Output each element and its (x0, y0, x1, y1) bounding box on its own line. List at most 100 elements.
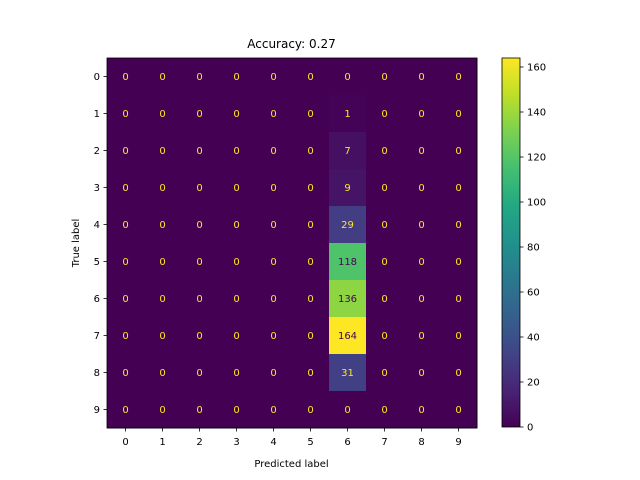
heatmap-cell (329, 169, 367, 207)
x-tick-label: 3 (233, 437, 239, 448)
cell-value-label: 0 (307, 405, 313, 416)
heatmap-cell (107, 280, 145, 318)
cell-value-label: 0 (159, 183, 165, 194)
cell-value-label: 0 (455, 368, 461, 379)
cell-value-label: 0 (270, 368, 276, 379)
cell-value-label: 164 (338, 331, 357, 342)
heatmap-cell (255, 317, 293, 355)
y-tick-label: 7 (94, 331, 100, 342)
cell-value-label: 0 (196, 405, 202, 416)
heatmap-cell (107, 132, 145, 170)
cell-value-label: 0 (159, 331, 165, 342)
cell-value-label: 0 (159, 368, 165, 379)
heatmap-cell (366, 132, 404, 170)
heatmap-cell (107, 243, 145, 281)
cell-value-label: 0 (196, 109, 202, 120)
cell-value-label: 136 (338, 294, 357, 305)
heatmap-cell (440, 391, 478, 429)
cell-value-label: 0 (122, 72, 128, 83)
cell-value-label: 0 (418, 257, 424, 268)
colorbar: 0 20 40 60 80 100 120 140 160 (501, 57, 546, 434)
heatmap-cell (403, 95, 441, 133)
cell-value-label: 0 (122, 109, 128, 120)
cell-value-label: 0 (307, 183, 313, 194)
heatmap-cell (366, 206, 404, 244)
cell-value-label: 0 (307, 368, 313, 379)
cell-value-label: 0 (418, 146, 424, 157)
heatmap-cell (292, 58, 330, 96)
x-tick-label: 2 (196, 437, 202, 448)
heatmap-cell (366, 391, 404, 429)
heatmap-cell (329, 280, 367, 318)
heatmap-cell (181, 206, 219, 244)
heatmap-cell (255, 206, 293, 244)
heatmap-cell (144, 243, 182, 281)
cell-value-label: 0 (233, 368, 239, 379)
heatmap-cell (144, 206, 182, 244)
heatmap-cell (403, 243, 441, 281)
cell-value-label: 0 (381, 220, 387, 231)
heatmap-cell (181, 132, 219, 170)
chart-title: Accuracy: 0.27 (247, 37, 336, 51)
heatmap-cell (255, 95, 293, 133)
cell-value-label: 0 (233, 72, 239, 83)
heatmap-cell (440, 132, 478, 170)
colorbar-tick-label: 60 (527, 288, 540, 299)
cell-value-label: 0 (196, 331, 202, 342)
heatmap-cell (329, 354, 367, 392)
colorbar-tick-label: 100 (527, 198, 546, 209)
heatmap-cell (440, 317, 478, 355)
heatmap-cell (440, 280, 478, 318)
heatmap-cell (107, 391, 145, 429)
heatmap-cell (107, 169, 145, 207)
cell-value-label: 0 (196, 220, 202, 231)
heatmap-cell (292, 132, 330, 170)
cell-value-label: 0 (233, 183, 239, 194)
cell-value-label: 0 (455, 146, 461, 157)
heatmap-cell (218, 58, 256, 96)
cell-value-label: 0 (344, 72, 350, 83)
heatmap-cell (181, 169, 219, 207)
cell-value-label: 0 (159, 146, 165, 157)
x-axis-ticks: 0 1 2 3 4 5 6 7 8 9 (122, 428, 462, 448)
cell-value-label: 0 (196, 72, 202, 83)
cell-value-label: 0 (381, 183, 387, 194)
y-tick-label: 3 (94, 183, 100, 194)
colorbar-frame (501, 57, 521, 428)
cell-value-label: 0 (455, 220, 461, 231)
cell-value-label: 0 (307, 109, 313, 120)
y-tick-label: 8 (94, 368, 100, 379)
x-axis-label: Predicted label (254, 459, 328, 470)
heatmap-cell (440, 58, 478, 96)
cell-value-label: 0 (307, 294, 313, 305)
heatmap-cell (403, 317, 441, 355)
colorbar-tick-label: 160 (527, 63, 546, 74)
heatmap-cell (255, 391, 293, 429)
heatmap-cell (440, 354, 478, 392)
heatmap-cell (255, 354, 293, 392)
x-tick-label: 8 (418, 437, 424, 448)
heatmap-cell (329, 243, 367, 281)
cell-value-label: 29 (341, 220, 354, 231)
heatmap-cell (144, 58, 182, 96)
colorbar-tick-label: 80 (527, 243, 540, 254)
cell-value-label: 0 (122, 294, 128, 305)
cell-value-label: 0 (418, 294, 424, 305)
cell-value-label: 0 (233, 146, 239, 157)
heatmap-cell (440, 169, 478, 207)
cell-value-label: 0 (381, 368, 387, 379)
heatmap-cell (440, 243, 478, 281)
heatmap-cell (366, 317, 404, 355)
cell-value-label: 0 (270, 294, 276, 305)
heatmap-cell (218, 95, 256, 133)
heatmap-cell (255, 280, 293, 318)
cell-value-label: 0 (122, 257, 128, 268)
cell-value-label: 0 (307, 146, 313, 157)
x-tick-label: 0 (122, 437, 128, 448)
cell-value-label: 0 (233, 109, 239, 120)
heatmap-cell (292, 354, 330, 392)
heatmap-cell (440, 95, 478, 133)
cell-value-label: 0 (418, 183, 424, 194)
cell-value-label: 0 (159, 294, 165, 305)
